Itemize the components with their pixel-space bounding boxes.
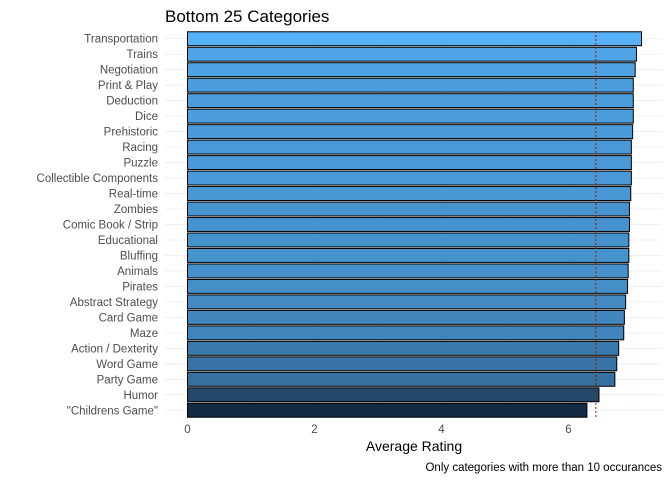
category-label: Deduction xyxy=(106,96,158,108)
x-tick-label: 4 xyxy=(438,424,445,436)
category-label: Maze xyxy=(130,328,158,340)
category-label: Prehistoric xyxy=(104,127,159,139)
bar xyxy=(187,278,629,294)
bar xyxy=(187,139,632,155)
category-label: Racing xyxy=(122,142,158,154)
bar xyxy=(187,402,588,418)
bar xyxy=(187,186,632,202)
bar xyxy=(187,108,634,124)
x-tick-label: 6 xyxy=(565,424,571,436)
category-label: Trains xyxy=(126,49,158,61)
category-label: Puzzle xyxy=(123,158,158,170)
x-axis-title: Average Rating xyxy=(366,438,462,454)
category-label: Print & Play xyxy=(98,80,158,92)
category-label: Abstract Strategy xyxy=(70,297,158,309)
category-label: Pirates xyxy=(122,281,158,293)
category-label: Word Game xyxy=(96,359,158,371)
bar xyxy=(187,263,629,279)
bar xyxy=(187,247,630,263)
bars xyxy=(187,31,643,418)
chart-caption: Only categories with more than 10 occura… xyxy=(425,462,662,474)
category-label: Card Game xyxy=(99,312,158,324)
bar xyxy=(187,294,627,310)
category-label: Humor xyxy=(123,390,158,402)
category-labels: Transportation Trains Negotiation Print & P… xyxy=(37,34,159,418)
chart-title: Bottom 25 Categories xyxy=(165,7,329,26)
category-label: Educational xyxy=(98,235,158,247)
bar xyxy=(187,340,620,356)
bar xyxy=(187,356,618,372)
category-label: Bluffing xyxy=(120,250,158,262)
bar xyxy=(187,93,634,109)
bar xyxy=(187,371,616,387)
category-label: Dice xyxy=(135,111,158,123)
bar xyxy=(187,387,600,403)
category-label: Real-time xyxy=(109,189,158,201)
category-label: Party Game xyxy=(97,374,158,386)
bar xyxy=(187,325,625,341)
category-label: Animals xyxy=(117,266,158,278)
x-tick-labels: 0 2 4 6 xyxy=(184,424,571,436)
category-label: Comic Book / Strip xyxy=(63,220,158,232)
category-label: Action / Dexterity xyxy=(71,343,158,355)
category-label: Negotiation xyxy=(100,65,158,77)
bar xyxy=(187,217,630,232)
category-label: Transportation xyxy=(84,34,158,46)
bar xyxy=(187,31,643,47)
bar xyxy=(187,170,632,186)
x-tick-label: 2 xyxy=(311,424,317,436)
category-label: Collectible Components xyxy=(37,173,159,185)
bar xyxy=(187,77,634,93)
category-label: "Childrens Game" xyxy=(67,405,158,417)
bar xyxy=(187,46,637,62)
bar xyxy=(187,232,630,248)
category-label: Zombies xyxy=(114,204,158,216)
x-tick-label: 0 xyxy=(184,424,190,436)
bar xyxy=(187,124,634,140)
bar xyxy=(187,201,630,217)
bar xyxy=(187,309,625,325)
bar xyxy=(187,155,632,171)
bar xyxy=(187,62,636,78)
